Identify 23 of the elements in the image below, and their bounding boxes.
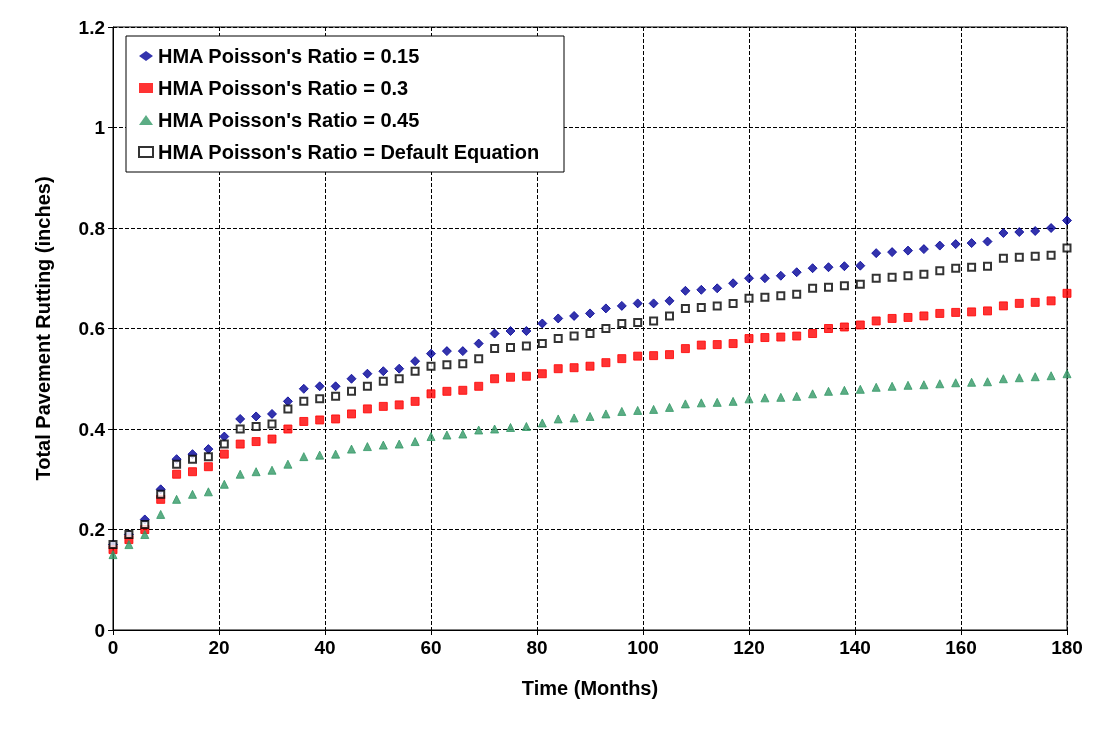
y-tick-label: 0.8 — [78, 217, 105, 239]
x-tick-label: 140 — [839, 637, 871, 658]
x-tick-label: 60 — [420, 637, 442, 658]
x-axis-title: Time (Months) — [521, 677, 659, 699]
y-tick-label: 0 — [94, 619, 105, 641]
legend-label: HMA Poisson's Ratio = 0.3 — [158, 77, 409, 99]
y-tick-label: 1.2 — [78, 16, 105, 38]
x-tick-label: 100 — [627, 637, 659, 658]
legend-label: HMA Poisson's Ratio = 0.45 — [158, 109, 420, 131]
x-tick-label: 80 — [526, 637, 548, 658]
x-tick-label: 160 — [945, 637, 977, 658]
x-tick-label: 20 — [208, 637, 230, 658]
y-tick-label: 0.2 — [78, 519, 105, 540]
x-tick-label: 0 — [107, 637, 119, 658]
y-tick-label: 0.6 — [78, 318, 105, 339]
y-axis-title: Total Pavement Rutting (inches) — [32, 176, 54, 481]
legend-label: HMA Poisson's Ratio = 0.15 — [158, 45, 420, 67]
y-tick-label: 0.4 — [78, 418, 106, 440]
x-tick-label: 40 — [314, 637, 336, 658]
legend-label: HMA Poisson's Ratio = Default Equation — [158, 141, 540, 163]
x-tick-label: 120 — [733, 637, 765, 658]
x-tick-label: 180 — [1051, 637, 1083, 658]
y-tick-label: 1 — [94, 117, 106, 138]
